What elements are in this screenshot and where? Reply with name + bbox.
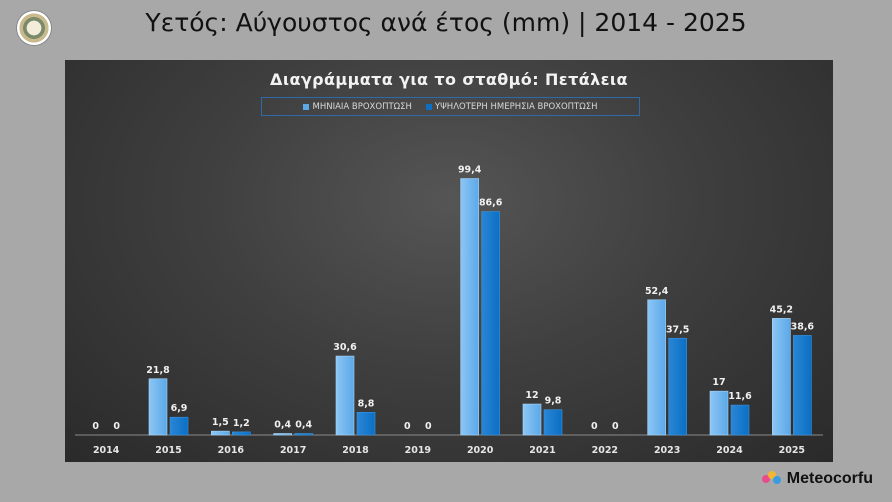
- x-tick-label-2020: 2020: [467, 445, 494, 456]
- bar-series2-2016: [232, 431, 251, 436]
- chart-panel: Διαγράμματα για το σταθμό: Πετάλεια ΜΗΝΙ…: [65, 60, 833, 462]
- x-tick-label-2019: 2019: [405, 445, 431, 456]
- bar-series2-2024: [730, 404, 750, 436]
- x-tick-label-2023: 2023: [654, 445, 680, 456]
- x-tick-label-2021: 2021: [529, 445, 555, 456]
- bar-series2-2023: [668, 337, 687, 436]
- bar-series1-2018: [335, 355, 355, 436]
- data-label-series1-2024: 17: [712, 377, 725, 388]
- data-label-series2-2019: 0: [425, 421, 432, 432]
- data-label-series2-2023: 37,5: [666, 324, 689, 335]
- legend-item-series1: ΜΗΝΙΑΙΑ ΒΡΟΧΟΠΤΩΣΗ: [303, 101, 412, 112]
- chart-legend: ΜΗΝΙΑΙΑ ΒΡΟΧΟΠΤΩΣΗ ΥΨΗΛΟΤΕΡΗ ΗΜΕΡΗΣΙΑ ΒΡ…: [261, 97, 640, 116]
- bar-series1-2017: [273, 433, 292, 436]
- bar-series1-2024: [709, 390, 729, 436]
- data-label-series2-2021: 9,8: [545, 396, 562, 407]
- data-label-series2-2025: 38,6: [791, 321, 815, 332]
- bar-series2-2017: [294, 433, 313, 436]
- data-label-series1-2015: 21,8: [146, 365, 170, 376]
- data-label-series2-2016: 1,2: [233, 418, 250, 429]
- brand: Meteocorfu: [761, 470, 873, 488]
- data-label-series2-2014: 0: [113, 421, 120, 432]
- x-tick-label-2014: 2014: [93, 445, 120, 456]
- bar-series2-2020: [481, 211, 500, 436]
- data-label-series1-2022: 0: [591, 421, 598, 432]
- data-label-series1-2019: 0: [404, 421, 411, 432]
- bar-series2-2015: [169, 416, 189, 436]
- bar-series1-2020: [460, 178, 479, 436]
- data-label-series1-2023: 52,4: [645, 286, 669, 297]
- legend-label-series1: ΜΗΝΙΑΙΑ ΒΡΟΧΟΠΤΩΣΗ: [312, 101, 412, 112]
- legend-item-series2: ΥΨΗΛΟΤΕΡΗ ΗΜΕΡΗΣΙΑ ΒΡΟΧΟΠΤΩΣΗ: [425, 101, 598, 112]
- bar-series1-2021: [522, 403, 542, 436]
- legend-label-series2: ΥΨΗΛΟΤΕΡΗ ΗΜΕΡΗΣΙΑ ΒΡΟΧΟΠΤΩΣΗ: [434, 101, 598, 112]
- bar-series1-2023: [647, 299, 666, 436]
- bar-series2-2021: [543, 409, 563, 436]
- bar-series2-2025: [793, 335, 812, 436]
- legend-swatch-series1: [303, 103, 310, 110]
- data-label-series1-2017: 0,4: [274, 420, 291, 431]
- station-logo: [17, 11, 51, 45]
- legend-swatch-series2: [425, 103, 432, 110]
- bar-series2-2018: [356, 411, 376, 436]
- bar-chart: 0 0 2014 21,8 6,9 2015 1,5 1,2 2016 0,4 0,4 2017 30,…: [75, 165, 823, 456]
- chart-title: Διαγράμματα για το σταθμό: Πετάλεια: [270, 70, 628, 89]
- x-tick-label-2017: 2017: [280, 445, 306, 456]
- data-label-series1-2018: 30,6: [333, 342, 357, 353]
- data-label-series1-2014: 0: [92, 421, 99, 432]
- data-label-series2-2022: 0: [612, 421, 619, 432]
- data-label-series2-2017: 0,4: [295, 420, 312, 431]
- data-label-series2-2020: 86,6: [479, 198, 503, 209]
- page-title: Υετός: Αύγουστος ανά έτος (mm) | 2014 - …: [145, 8, 747, 37]
- brand-name: Meteocorfu: [786, 470, 873, 487]
- data-label-series2-2018: 8,8: [358, 398, 375, 409]
- bar-series1-2015: [148, 378, 168, 436]
- data-label-series1-2025: 45,2: [770, 304, 793, 315]
- bar-series1-2016: [211, 430, 230, 436]
- data-label-series1-2020: 99,4: [458, 165, 482, 176]
- bar-series1-2025: [772, 318, 791, 436]
- x-tick-label-2018: 2018: [342, 445, 369, 456]
- x-tick-label-2015: 2015: [155, 445, 181, 456]
- x-tick-label-2024: 2024: [716, 445, 743, 456]
- x-tick-label-2025: 2025: [779, 445, 805, 456]
- data-label-series2-2024: 11,6: [728, 391, 752, 402]
- data-label-series2-2015: 6,9: [171, 403, 188, 414]
- data-label-series1-2021: 12: [525, 390, 538, 401]
- x-tick-label-2016: 2016: [218, 445, 245, 456]
- data-label-series1-2016: 1,5: [212, 417, 229, 428]
- x-tick-label-2022: 2022: [592, 445, 618, 456]
- brand-logo-icon: [761, 471, 782, 487]
